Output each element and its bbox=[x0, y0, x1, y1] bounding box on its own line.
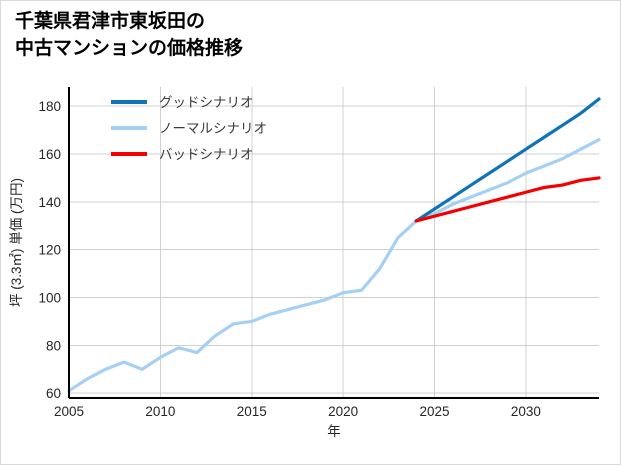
chart-title: 千葉県君津市東坂田の 中古マンションの価格推移 bbox=[15, 11, 244, 59]
x-tick-label: 2020 bbox=[328, 404, 358, 419]
y-axis-title: 坪 (3.3㎡) 単価 (万円) bbox=[9, 178, 24, 307]
legend-label: バッドシナリオ bbox=[159, 147, 254, 162]
y-tick-label: 120 bbox=[38, 243, 61, 258]
y-tick-label: 140 bbox=[38, 195, 61, 210]
legend-label: グッドシナリオ bbox=[159, 95, 254, 110]
y-tick-labels: 60 80 100 120 140 160 180 bbox=[38, 99, 61, 401]
x-tick-label: 2010 bbox=[145, 404, 175, 419]
legend-label: ノーマルシナリオ bbox=[159, 121, 267, 136]
y-tick-label: 60 bbox=[46, 386, 61, 401]
series-group bbox=[67, 97, 601, 393]
x-tick-label: 2005 bbox=[54, 404, 84, 419]
axis-titles: 年 坪 (3.3㎡) 単価 (万円) bbox=[9, 178, 341, 439]
x-tick-label: 2025 bbox=[419, 404, 449, 419]
y-tick-label: 180 bbox=[38, 99, 61, 114]
series-line-good bbox=[414, 97, 601, 223]
x-axis-title: 年 bbox=[327, 424, 341, 439]
axis-spines bbox=[68, 87, 599, 399]
y-tick-label: 160 bbox=[38, 147, 61, 162]
gridlines-group bbox=[68, 87, 599, 398]
y-tick-label: 80 bbox=[46, 338, 61, 353]
x-tick-label: 2015 bbox=[237, 404, 267, 419]
x-tick-labels: 2005 2010 2015 2020 2025 2030 bbox=[54, 404, 541, 419]
series-line-bad bbox=[414, 176, 601, 223]
y-tick-label: 100 bbox=[38, 291, 61, 306]
x-tick-label: 2030 bbox=[511, 404, 541, 419]
series-line-normal bbox=[67, 138, 601, 393]
